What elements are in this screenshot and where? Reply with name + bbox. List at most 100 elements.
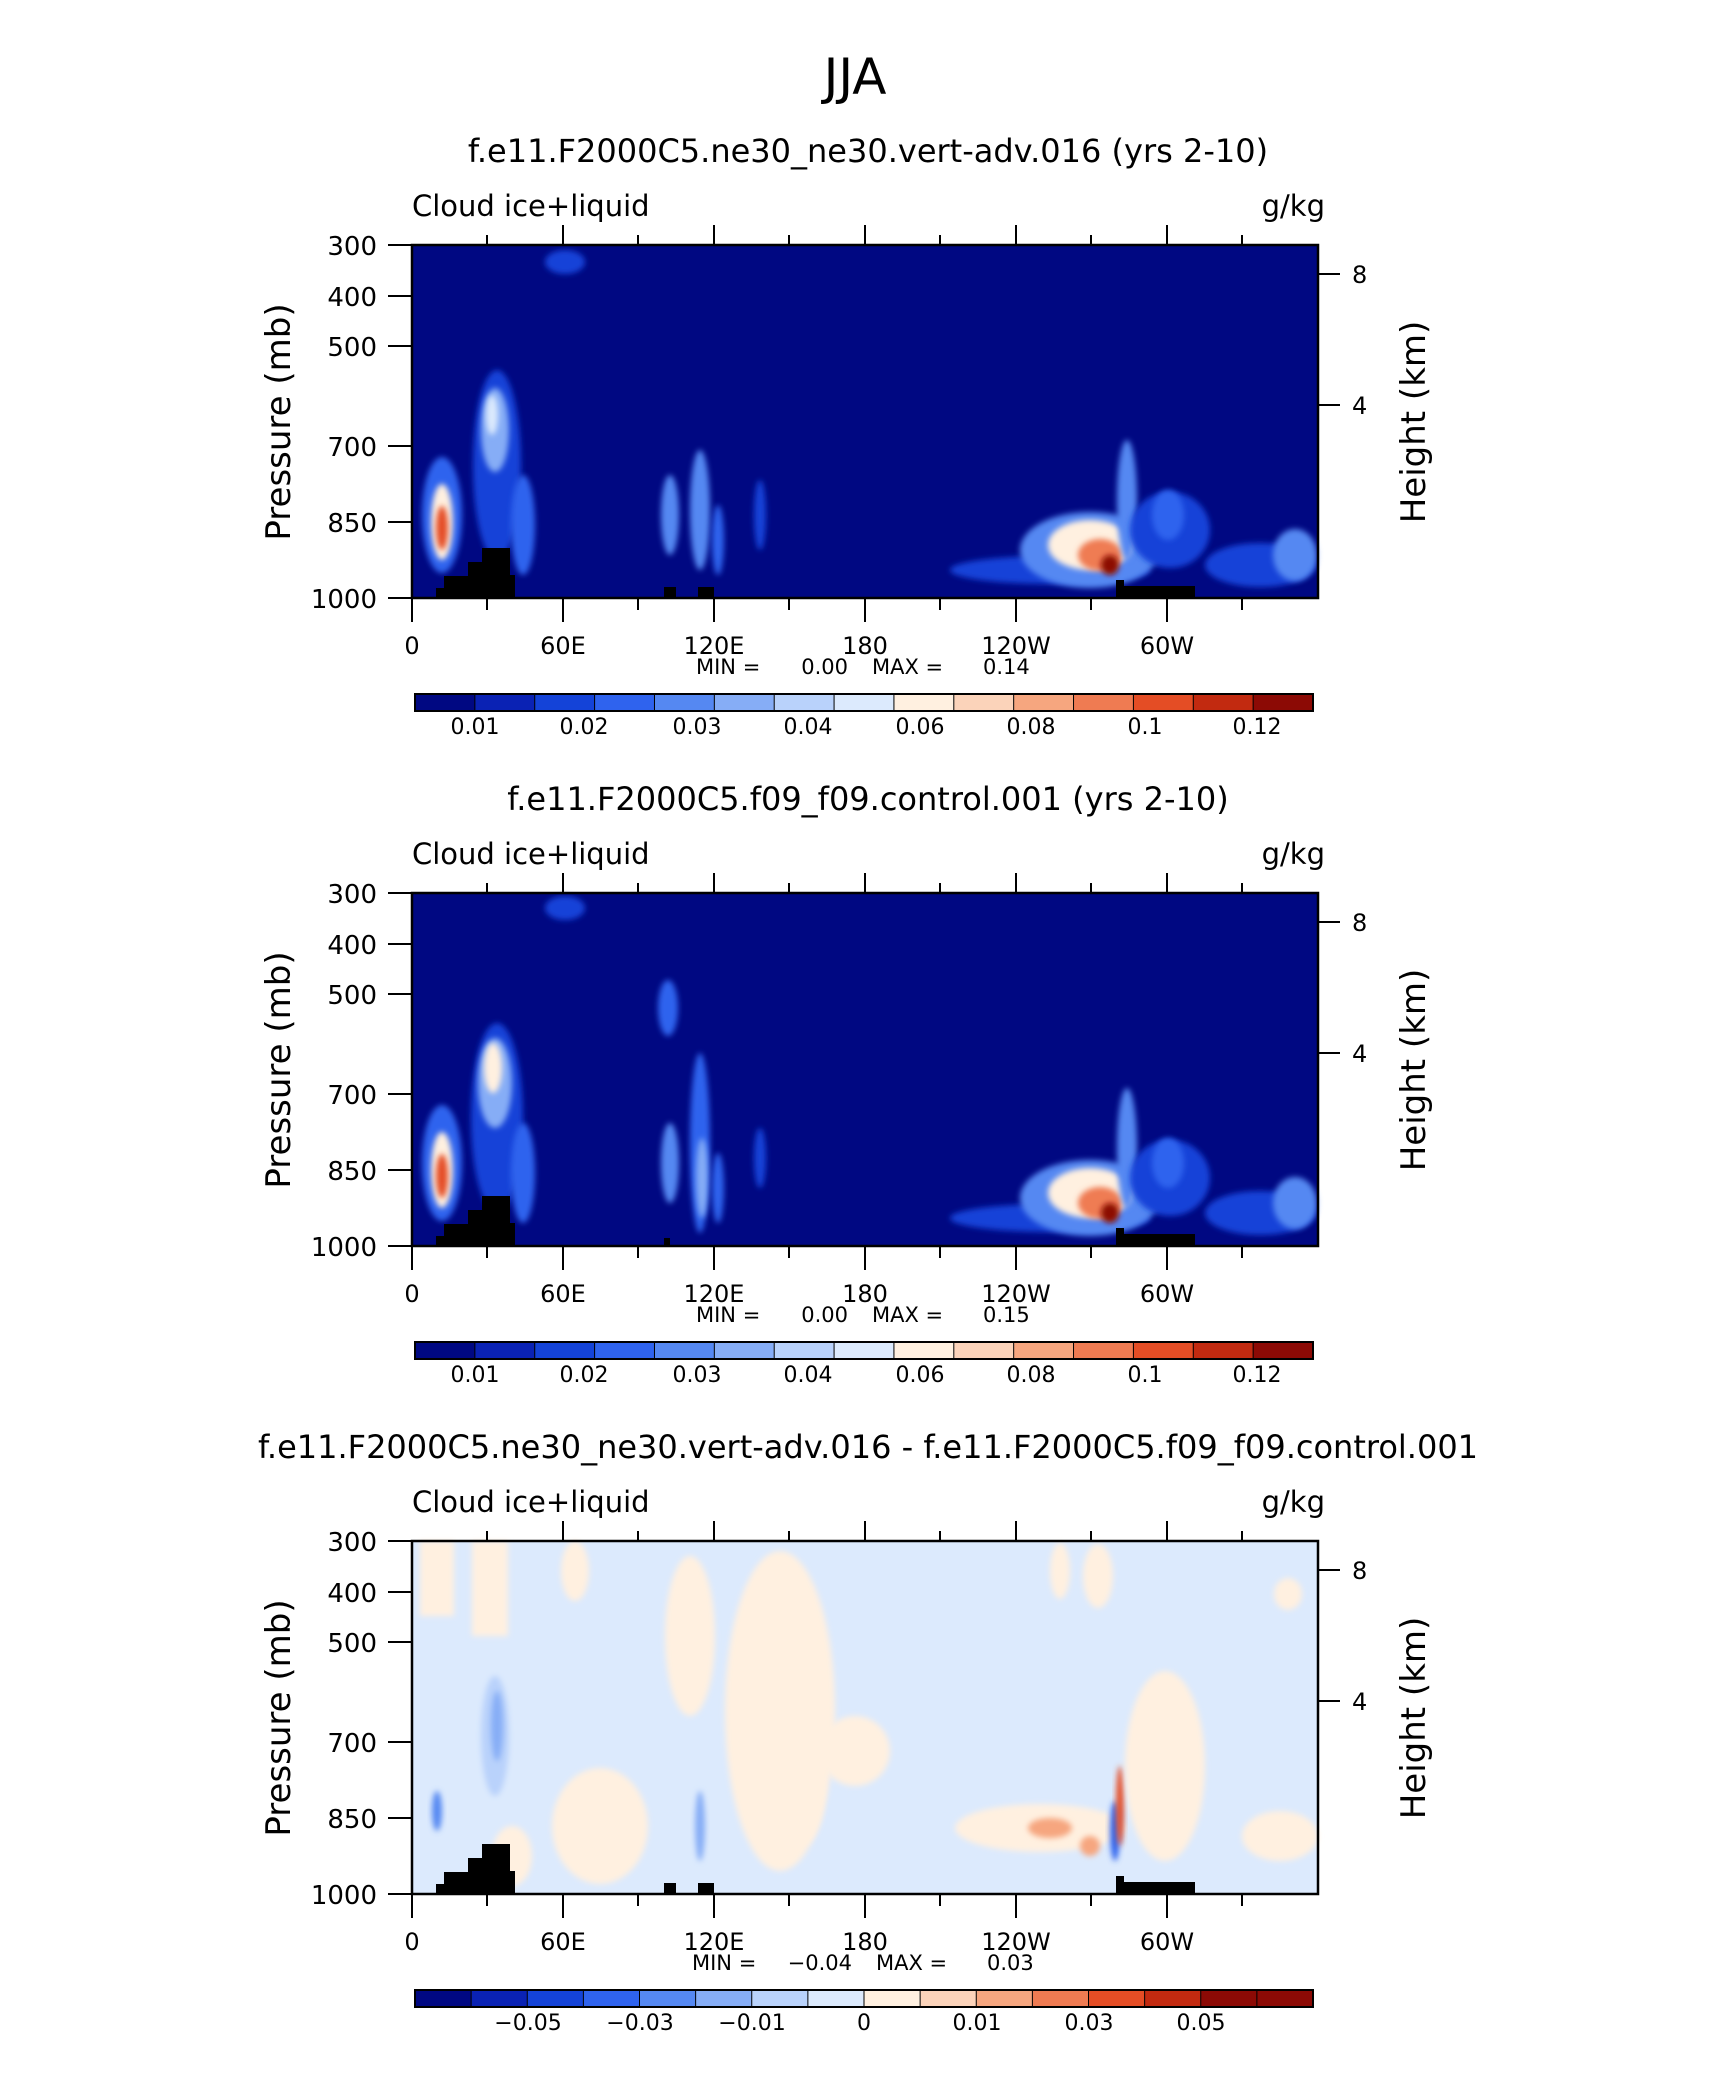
colorbar-swatch [1073, 694, 1134, 711]
colorbar-label: 0.08 [1007, 715, 1056, 740]
max-label: MAX = [872, 655, 943, 679]
colorbar-frame [414, 1341, 1314, 1360]
colorbar-swatch [415, 1990, 472, 2007]
contour-feature [545, 896, 585, 920]
contour-feature [1116, 1766, 1124, 1846]
contour-feature [1083, 1544, 1113, 1608]
figure-title: JJA [821, 48, 887, 106]
x-tick-label: 60E [540, 632, 586, 660]
min-max-stats: MIN = −0.04 MAX = 0.03 [692, 1951, 1034, 1975]
contour-feature [484, 1043, 502, 1093]
y-tick-label: 400 [327, 931, 377, 961]
x-tick-label: 120W [981, 632, 1051, 660]
variable-label: Cloud ice+liquid [412, 837, 650, 871]
x-tick-label: 60W [1140, 1280, 1194, 1308]
colorbar-swatch [594, 694, 655, 711]
min-label: MIN = [696, 655, 760, 679]
contour-feature [491, 1691, 503, 1761]
colorbar-swatch [807, 1990, 865, 2007]
contour-feature [486, 395, 498, 435]
colorbar-label: 0.01 [953, 2011, 1002, 2036]
y-tick-label: 700 [327, 433, 377, 463]
colorbar-swatch [594, 1342, 655, 1359]
colorbar-swatch [527, 1990, 584, 2007]
max-label: MAX = [872, 1303, 943, 1327]
contour-feature [1152, 1138, 1184, 1188]
contour-feature [432, 1791, 442, 1831]
colorbar-swatch [474, 1342, 536, 1359]
x-tick-label: 60W [1140, 1928, 1194, 1956]
min-max-stats: MIN = 0.00 MAX = 0.14 [696, 655, 1030, 679]
colorbar-swatch [654, 694, 715, 711]
contour-feature [1101, 555, 1119, 575]
y-axis-right-label: Height (km) [1394, 1617, 1434, 1820]
panel-2: f.e11.F2000C5.f09_f09.control.001 (yrs 2… [259, 780, 1434, 1388]
colorbar-label: 0.03 [673, 1363, 722, 1388]
pressure-axis: 300 400 500 700 850 1000 Pressure (mb) [259, 232, 412, 615]
y-tick-label: 1000 [311, 585, 377, 615]
colorbar-swatch [1088, 1990, 1146, 2007]
contour-feature [552, 1768, 648, 1884]
colorbar-label: 0 [857, 2011, 871, 2036]
x-tick-label: 0 [404, 1928, 419, 1956]
right-tick-label: 8 [1352, 1557, 1367, 1585]
colorbar-label: 0.01 [451, 715, 500, 740]
colorbar-swatch [471, 1990, 528, 2007]
variable-label: Cloud ice+liquid [412, 1485, 650, 1519]
x-tick-label: 180 [842, 1280, 888, 1308]
contour-feature [1050, 1543, 1070, 1599]
colorbar-swatch [751, 1990, 809, 2007]
min-value: 0.00 [801, 655, 848, 679]
y-tick-label: 300 [327, 1528, 377, 1558]
contour-feature [820, 1716, 890, 1786]
contour-feature [712, 1153, 724, 1223]
x-tick-label: 0 [404, 1280, 419, 1308]
colorbar-swatch [714, 1342, 775, 1359]
right-tick-label: 4 [1352, 1040, 1367, 1068]
colorbar-label: 0.01 [451, 1363, 500, 1388]
colorbar-swatch [695, 1990, 753, 2007]
y-axis-label: Pressure (mb) [259, 303, 299, 540]
colorbar-frame [414, 1989, 1314, 2008]
colorbar-swatch [976, 1990, 1033, 2007]
colorbar-swatch [474, 694, 536, 711]
colorbar-swatch [864, 1990, 921, 2007]
x-tick-label: 180 [842, 632, 888, 660]
contour-feature [665, 1556, 715, 1716]
contour-feature [1080, 1836, 1100, 1856]
y-tick-label: 700 [327, 1729, 377, 1759]
y-tick-label: 850 [327, 509, 377, 539]
colorbar-swatch [893, 694, 955, 711]
x-tick-label: 120E [684, 632, 745, 660]
colorbar-label: −0.03 [606, 2011, 673, 2036]
x-tick-label: 60W [1140, 632, 1194, 660]
contour-feature [1152, 490, 1184, 540]
colorbar-swatch [774, 1342, 835, 1359]
height-axis: 8 4 Height (km) [1318, 909, 1434, 1171]
min-max-stats: MIN = 0.00 MAX = 0.15 [696, 1303, 1030, 1327]
contour-feature [472, 1541, 508, 1636]
contour-feature [420, 1541, 454, 1616]
colorbar-swatch [1193, 1342, 1254, 1359]
x-tick-label: 120W [981, 1928, 1051, 1956]
contour-feature [658, 980, 678, 1036]
colorbar-label: 0.04 [784, 715, 833, 740]
y-axis-label: Pressure (mb) [259, 951, 299, 1188]
pressure-axis: 300 400 500 700 850 1000 Pressure (mb) [259, 880, 412, 1263]
colorbar-label: 0.03 [1065, 2011, 1114, 2036]
max-value: 0.14 [983, 655, 1030, 679]
colorbar-label: 0.12 [1233, 715, 1282, 740]
colorbar-label: 0.02 [560, 715, 609, 740]
y-tick-label: 1000 [311, 1233, 377, 1263]
colorbar-swatch [1256, 1990, 1314, 2007]
right-tick-label: 8 [1352, 261, 1367, 289]
colorbar-label: 0.05 [1177, 2011, 1226, 2036]
colorbar-swatch [1253, 694, 1314, 711]
right-tick-label: 4 [1352, 1688, 1367, 1716]
x-tick-label: 120W [981, 1280, 1051, 1308]
contour-feature [754, 1128, 766, 1188]
colorbar-swatch [920, 1990, 977, 2007]
colorbar-swatch [1144, 1990, 1202, 2007]
colorbar-label: 0.04 [784, 1363, 833, 1388]
